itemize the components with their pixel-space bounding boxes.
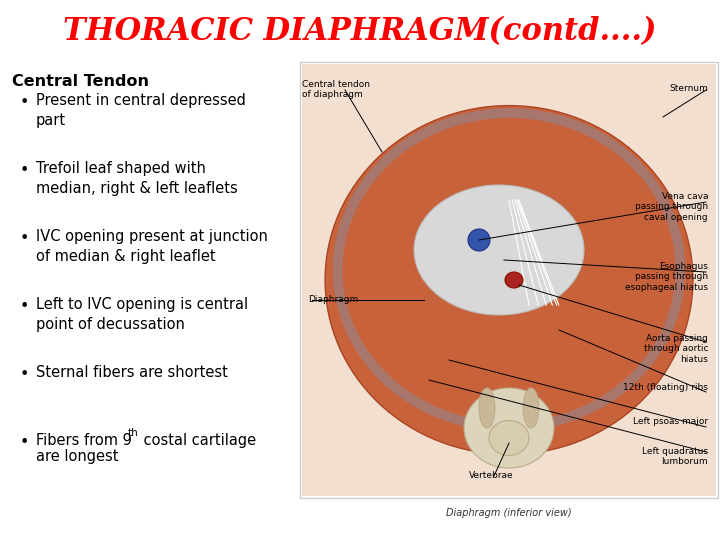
- Text: •: •: [20, 95, 30, 110]
- Text: Present in central depressed
part: Present in central depressed part: [36, 93, 246, 129]
- Text: •: •: [20, 367, 30, 382]
- Text: •: •: [20, 299, 30, 314]
- Text: Vertebrae: Vertebrae: [469, 471, 513, 480]
- Ellipse shape: [419, 190, 579, 310]
- Ellipse shape: [489, 421, 529, 456]
- Ellipse shape: [464, 388, 554, 468]
- Text: costal cartilage: costal cartilage: [139, 433, 256, 448]
- Text: Aorta passing
through aortic
hiatus: Aorta passing through aortic hiatus: [644, 334, 708, 364]
- Text: Diaphragm (inferior view): Diaphragm (inferior view): [446, 508, 572, 518]
- Text: Diaphragm: Diaphragm: [308, 295, 359, 305]
- Ellipse shape: [414, 185, 584, 315]
- Text: Central tendon
of diaphragm: Central tendon of diaphragm: [302, 80, 370, 99]
- Text: Sternal fibers are shortest: Sternal fibers are shortest: [36, 365, 228, 380]
- Ellipse shape: [468, 229, 490, 251]
- Text: 12th (floating) ribs: 12th (floating) ribs: [623, 382, 708, 392]
- Text: THORACIC DIAPHRAGM(contd....): THORACIC DIAPHRAGM(contd....): [63, 17, 657, 48]
- Text: Trefoil leaf shaped with
median, right & left leaflets: Trefoil leaf shaped with median, right &…: [36, 161, 238, 197]
- Ellipse shape: [523, 388, 539, 428]
- Ellipse shape: [479, 388, 495, 428]
- Text: are longest: are longest: [36, 449, 119, 464]
- Text: Left to IVC opening is central
point of decussation: Left to IVC opening is central point of …: [36, 297, 248, 333]
- Ellipse shape: [325, 106, 693, 454]
- Text: •: •: [20, 435, 30, 450]
- Text: Left quadratus
lumborum: Left quadratus lumborum: [642, 447, 708, 467]
- Ellipse shape: [505, 272, 523, 288]
- Text: •: •: [20, 231, 30, 246]
- Bar: [300, 62, 718, 498]
- Text: Vena cava
passing through
caval opening: Vena cava passing through caval opening: [635, 192, 708, 222]
- Text: th: th: [128, 428, 139, 438]
- Text: Sternum: Sternum: [669, 84, 708, 93]
- Text: IVC opening present at junction
of median & right leaflet: IVC opening present at junction of media…: [36, 229, 268, 265]
- Bar: [302, 64, 716, 496]
- Text: Left psoas major: Left psoas major: [633, 417, 708, 427]
- Text: Esophagus
passing through
esophageal hiatus: Esophagus passing through esophageal hia…: [625, 262, 708, 292]
- Text: •: •: [20, 163, 30, 178]
- Text: Fibers from 9: Fibers from 9: [36, 433, 132, 448]
- Text: Central Tendon: Central Tendon: [12, 74, 149, 89]
